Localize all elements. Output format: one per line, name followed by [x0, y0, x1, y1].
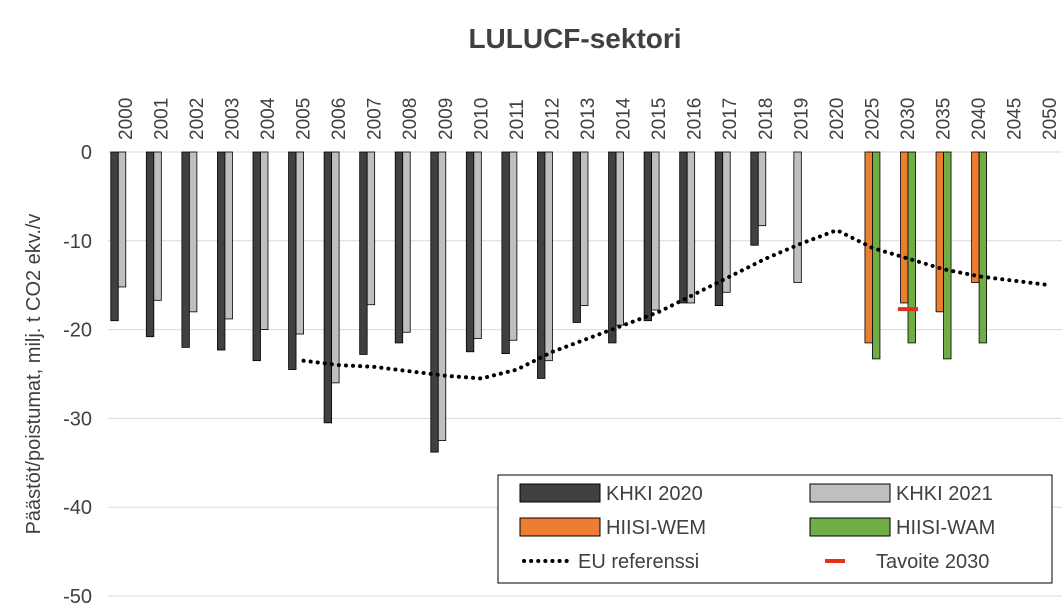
x-tick-label: 2025 — [862, 98, 883, 140]
bar — [153, 151, 162, 301]
bar — [288, 151, 297, 370]
bar — [544, 151, 553, 362]
y-tick-label: -30 — [63, 408, 92, 430]
x-tick-label: 2001 — [151, 98, 172, 140]
bar — [615, 151, 624, 326]
bar — [465, 151, 475, 353]
x-tick-label: 2016 — [685, 98, 706, 140]
x-tick-label: 2017 — [720, 98, 741, 140]
y-tick-label: -40 — [63, 497, 92, 519]
bar — [971, 151, 980, 283]
x-tick-label: 2020 — [827, 98, 848, 140]
bar — [394, 151, 404, 344]
x-tick-label: 2019 — [791, 98, 812, 140]
y-tick-label: -10 — [63, 231, 92, 253]
bar — [686, 151, 696, 304]
bar — [217, 151, 226, 351]
bar — [117, 151, 127, 288]
x-tick-label: 2007 — [365, 98, 386, 140]
bar — [501, 151, 510, 354]
bar — [145, 151, 155, 338]
bar — [473, 151, 482, 339]
line — [301, 227, 1053, 381]
x-tick-label: 2035 — [934, 98, 955, 140]
bar — [722, 151, 731, 293]
x-tick-label: 2003 — [222, 98, 243, 140]
bar — [750, 151, 759, 246]
bar — [580, 151, 589, 307]
x-tick-label: 2006 — [329, 98, 350, 140]
y-axis-label: Päästöt/poistumat, milj. t CO2 ekv./v — [23, 214, 45, 535]
bar — [430, 151, 439, 453]
y-tick-label: -50 — [63, 586, 92, 605]
bar — [437, 151, 447, 442]
legend-swatch — [809, 483, 891, 503]
x-tick-label: 2000 — [116, 98, 137, 140]
bar — [323, 151, 333, 424]
legend-swatch — [809, 517, 891, 537]
y-tick-label: 0 — [81, 142, 92, 164]
legend-label: KHKI 2020 — [606, 483, 703, 505]
bar — [757, 151, 767, 227]
bar — [260, 151, 269, 331]
bar — [537, 151, 546, 379]
x-tick-label: 2002 — [187, 98, 208, 140]
x-tick-label: 2018 — [756, 98, 777, 140]
bar — [402, 151, 411, 333]
bar — [643, 151, 653, 322]
bar — [252, 151, 261, 362]
bar — [508, 151, 518, 341]
x-tick-label: 2008 — [400, 98, 421, 140]
x-tick-label: 2030 — [898, 98, 919, 140]
x-tick-label: 2010 — [471, 98, 492, 140]
legend-label: Tavoite 2030 — [876, 551, 989, 573]
x-tick-label: 2040 — [969, 98, 990, 140]
bar — [366, 151, 376, 306]
x-tick-label: 2011 — [507, 99, 528, 140]
bar — [679, 151, 688, 304]
bar — [359, 151, 368, 355]
bar — [331, 151, 340, 384]
bar — [224, 151, 233, 320]
bar — [651, 151, 660, 311]
x-tick-label: 2009 — [436, 98, 457, 140]
x-tick-label: 2012 — [542, 98, 563, 140]
bar — [872, 151, 881, 360]
x-tick-label: 2050 — [1040, 98, 1061, 140]
legend-label: KHKI 2021 — [896, 483, 993, 505]
chart-title: LULUCF-sektori — [468, 23, 681, 54]
x-tick-label: 2015 — [649, 98, 670, 140]
bar — [572, 151, 581, 323]
bar — [900, 151, 909, 304]
bar — [793, 151, 802, 283]
legend-swatch — [519, 483, 601, 503]
x-tick-label: 2014 — [614, 97, 635, 140]
x-tick-label: 2013 — [578, 98, 599, 140]
bar — [110, 151, 119, 322]
bar — [935, 151, 944, 313]
bar — [295, 151, 304, 335]
bar — [188, 151, 198, 313]
legend-swatch — [519, 517, 601, 537]
x-tick-label: 2005 — [294, 98, 315, 140]
x-tick-label: 2045 — [1005, 98, 1026, 140]
bar — [608, 151, 617, 344]
legend-label: HIISI-WAM — [896, 517, 995, 539]
bar — [907, 151, 916, 344]
bar — [943, 151, 952, 360]
bar — [181, 151, 190, 348]
bar — [978, 151, 988, 344]
y-tick-label: -20 — [63, 320, 92, 342]
x-tick-label: 2004 — [258, 97, 279, 140]
legend-label: EU referenssi — [578, 551, 699, 573]
legend-label: HIISI-WEM — [606, 517, 706, 539]
